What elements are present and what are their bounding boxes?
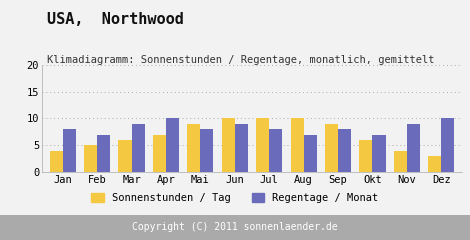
Bar: [118, 140, 132, 172]
Bar: [290, 119, 304, 172]
Bar: [97, 135, 110, 172]
Bar: [256, 119, 269, 172]
Bar: [269, 129, 282, 172]
Bar: [441, 119, 454, 172]
Bar: [338, 129, 351, 172]
Bar: [153, 135, 166, 172]
Bar: [428, 156, 441, 172]
Bar: [373, 135, 385, 172]
Bar: [84, 145, 97, 172]
Bar: [187, 124, 200, 172]
Bar: [49, 151, 63, 172]
Bar: [200, 129, 213, 172]
Bar: [166, 119, 179, 172]
Bar: [394, 151, 407, 172]
Bar: [63, 129, 76, 172]
Text: USA,  Northwood: USA, Northwood: [47, 12, 184, 27]
Bar: [360, 140, 373, 172]
Bar: [132, 124, 145, 172]
Bar: [325, 124, 338, 172]
Text: Copyright (C) 2011 sonnenlaender.de: Copyright (C) 2011 sonnenlaender.de: [132, 222, 338, 232]
Bar: [304, 135, 317, 172]
Bar: [222, 119, 235, 172]
Legend: Sonnenstunden / Tag, Regentage / Monat: Sonnenstunden / Tag, Regentage / Monat: [87, 189, 383, 207]
Bar: [235, 124, 248, 172]
Text: Klimadiagramm: Sonnenstunden / Regentage, monatlich, gemittelt: Klimadiagramm: Sonnenstunden / Regentage…: [47, 55, 434, 65]
Bar: [407, 124, 420, 172]
